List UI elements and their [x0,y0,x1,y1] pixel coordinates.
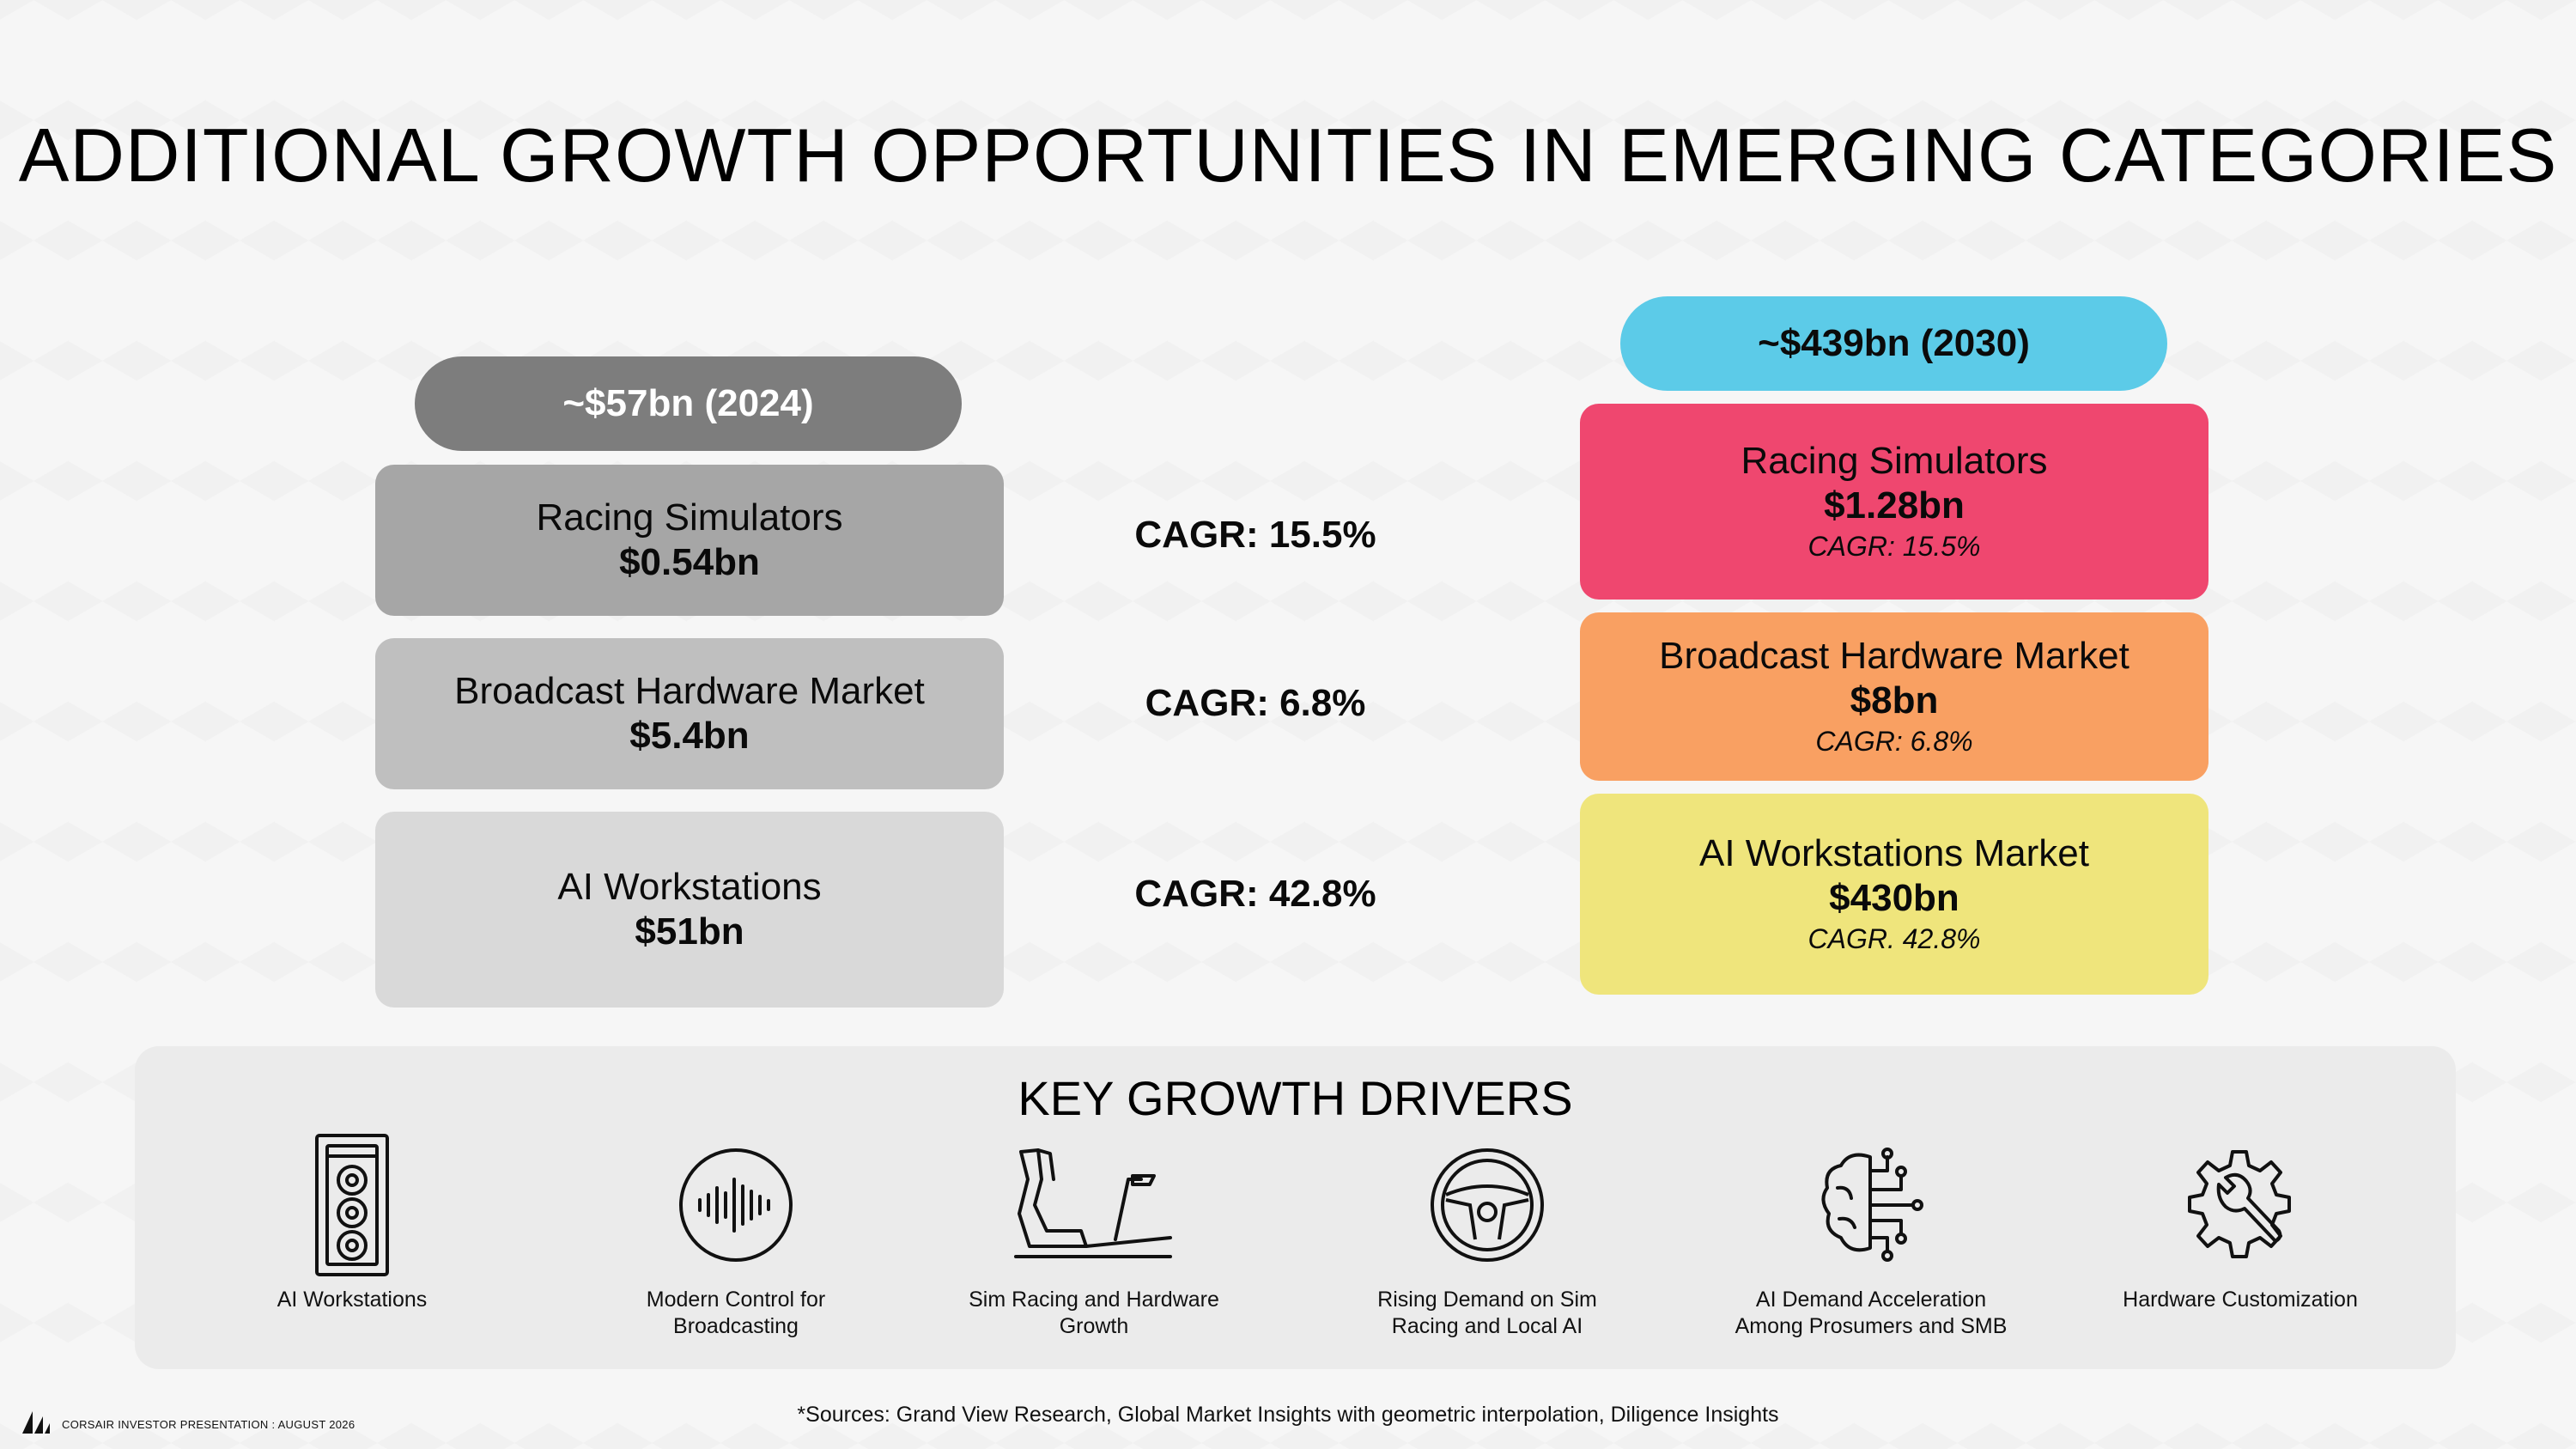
driver-sim-racing: Sim Racing and Hardware Growth [948,1123,1240,1340]
pc-tower-icon [206,1123,498,1287]
driver-label: AI Demand Acceleration Among Prosumers a… [1735,1288,2008,1338]
sound-wave-icon [590,1123,882,1287]
box-2024-racing-simulators: Racing Simulators $0.54bn [375,465,1004,616]
driver-label: Rising Demand on Sim Racing and Local AI [1377,1288,1597,1338]
corsair-sails-logo-icon [21,1409,52,1440]
driver-ai-demand: AI Demand Acceleration Among Prosumers a… [1725,1123,2017,1340]
box-name: Broadcast Hardware Market [454,670,925,712]
cagr-racing-simulators: CAGR: 15.5% [1134,514,1376,556]
box-2030-ai-workstations: AI Workstations Market $430bn CAGR. 42.8… [1580,794,2208,995]
box-name: Racing Simulators [1741,440,2048,482]
box-name: AI Workstations [557,866,822,908]
box-value: $51bn [635,910,744,953]
ai-brain-icon [1725,1123,2017,1287]
steering-wheel-icon [1341,1123,1633,1287]
page-title: ADDITIONAL GROWTH OPPORTUNITIES IN EMERG… [18,113,2558,198]
header-2024: ~$57bn (2024) [415,356,962,451]
box-value: $1.28bn [1824,484,1965,527]
box-cagr: CAGR: 6.8% [1815,726,1973,757]
box-2030-broadcast-hardware: Broadcast Hardware Market $8bn CAGR: 6.8… [1580,612,2208,781]
driver-label: AI Workstations [276,1288,428,1312]
driver-hardware-customization: Hardware Customization [2094,1123,2386,1313]
box-name: Racing Simulators [536,496,843,539]
box-value: $0.54bn [619,541,760,583]
header-2030: ~$439bn (2030) [1620,296,2167,391]
driver-label: Sim Racing and Hardware Growth [969,1288,1219,1338]
driver-broadcasting: Modern Control for Broadcasting [590,1123,882,1340]
box-2030-racing-simulators: Racing Simulators $1.28bn CAGR: 15.5% [1580,404,2208,600]
racing-seat-icon [948,1123,1240,1287]
sources-note: *Sources: Grand View Research, Global Ma… [797,1403,1779,1427]
driver-label: Hardware Customization [2123,1288,2358,1312]
box-cagr: CAGR. 42.8% [1807,923,1981,954]
box-value: $5.4bn [629,715,750,757]
box-2024-broadcast-hardware: Broadcast Hardware Market $5.4bn [375,638,1004,789]
cagr-broadcast-hardware: CAGR: 6.8% [1145,682,1366,724]
footer-brand: CORSAIR INVESTOR PRESENTATION : AUGUST 2… [21,1409,355,1440]
box-2024-ai-workstations: AI Workstations $51bn [375,812,1004,1008]
driver-ai-workstations: AI Workstations [206,1123,498,1313]
box-value: $8bn [1850,679,1939,721]
box-cagr: CAGR: 15.5% [1807,531,1981,562]
key-growth-drivers-panel: KEY GROWTH DRIVERS AI Workstations [135,1046,2456,1369]
footer-brand-text: CORSAIR INVESTOR PRESENTATION : AUGUST 2… [62,1417,355,1431]
box-name: AI Workstations Market [1699,832,2089,874]
driver-steering: Rising Demand on Sim Racing and Local AI [1341,1123,1633,1340]
gear-wrench-icon [2094,1123,2386,1287]
cagr-ai-workstations: CAGR: 42.8% [1134,873,1376,915]
drivers-title: KEY GROWTH DRIVERS [1018,1071,1573,1125]
box-value: $430bn [1829,877,1959,919]
box-name: Broadcast Hardware Market [1659,635,2129,677]
driver-label: Modern Control for Broadcasting [646,1288,826,1338]
